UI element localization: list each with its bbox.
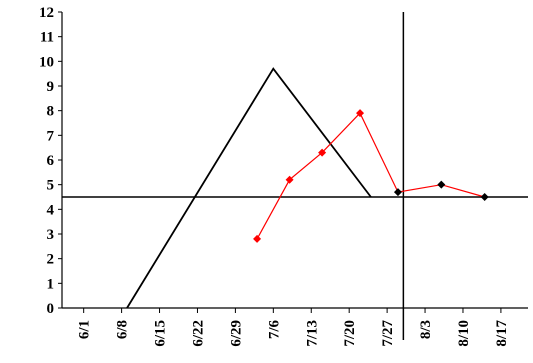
y-tick-label: 7: [47, 128, 55, 144]
y-tick-label: 0: [47, 301, 55, 317]
series-1-point: [318, 148, 327, 157]
series-1-point: [480, 193, 489, 201]
x-tick-label: 6/1: [77, 320, 93, 339]
x-tick-label: 7/6: [266, 320, 282, 340]
y-tick-label: 8: [47, 104, 55, 120]
x-tick-label: 6/15: [153, 320, 169, 347]
y-tick-label: 5: [47, 178, 55, 194]
series-0-line: [126, 67, 372, 309]
series-1-point: [393, 188, 402, 197]
x-tick-label: 8/3: [418, 320, 434, 339]
x-axis-ticks: 6/1 6/8 6/15 6/22 6/29 7/6 7/13 7/20 7/27 8/3 8/10…: [77, 308, 510, 347]
x-tick-label: 8/10: [456, 320, 472, 347]
y-tick-label: 12: [39, 5, 54, 21]
x-tick-label: 7/13: [304, 320, 320, 347]
y-tick-label: 4: [47, 202, 55, 218]
x-tick-label: 7/20: [342, 320, 358, 347]
x-tick-label: 8/17: [494, 320, 510, 347]
y-tick-label: 6: [47, 153, 55, 169]
y-tick-label: 10: [39, 54, 54, 70]
y-tick-label: 1: [47, 276, 55, 292]
chart-axes: [61, 12, 528, 309]
series-1-point: [285, 175, 294, 184]
x-tick-label: 7/27: [380, 320, 396, 347]
x-tick-label: 6/29: [228, 320, 244, 347]
series-1-point: [437, 180, 446, 189]
y-tick-label: 3: [47, 227, 55, 243]
y-tick-label: 9: [47, 79, 55, 95]
chart-series: [126, 67, 489, 309]
series-1-line: [256, 112, 485, 240]
reference-lines: [62, 12, 528, 340]
y-tick-label: 11: [40, 30, 54, 46]
series-1-point: [356, 109, 365, 118]
y-tick-label: 2: [47, 252, 55, 268]
x-tick-label: 6/22: [190, 320, 206, 347]
x-tick-label: 6/8: [115, 320, 131, 339]
series-1-point: [253, 234, 262, 243]
